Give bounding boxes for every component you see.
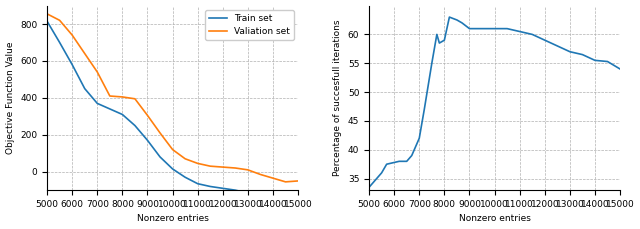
Y-axis label: Percentage of succesfull iterations: Percentage of succesfull iterations bbox=[333, 20, 342, 176]
Train set bbox=[81, 87, 88, 90]
Train set bbox=[93, 102, 101, 105]
Train set bbox=[294, 194, 302, 197]
Train set bbox=[206, 185, 214, 188]
Valiation set bbox=[68, 34, 76, 36]
Valiation set bbox=[294, 180, 302, 182]
Train set bbox=[44, 20, 51, 23]
X-axis label: Nonzero entries: Nonzero entries bbox=[137, 214, 209, 224]
Line: Train set: Train set bbox=[47, 21, 298, 199]
Legend: Train set, Valiation set: Train set, Valiation set bbox=[205, 10, 294, 40]
Train set bbox=[181, 176, 189, 179]
Train set bbox=[282, 197, 289, 200]
Valiation set bbox=[194, 162, 202, 165]
Valiation set bbox=[169, 148, 177, 151]
Valiation set bbox=[181, 157, 189, 160]
Valiation set bbox=[131, 97, 139, 100]
Train set bbox=[118, 113, 126, 116]
Valiation set bbox=[106, 95, 114, 97]
Valiation set bbox=[206, 165, 214, 168]
Y-axis label: Objective Function Value: Objective Function Value bbox=[6, 42, 15, 154]
Train set bbox=[56, 41, 63, 44]
Valiation set bbox=[81, 52, 88, 55]
Valiation set bbox=[156, 132, 164, 134]
Train set bbox=[169, 168, 177, 170]
Valiation set bbox=[219, 166, 227, 169]
Train set bbox=[131, 124, 139, 127]
Valiation set bbox=[282, 180, 289, 183]
Valiation set bbox=[44, 13, 51, 15]
Valiation set bbox=[232, 167, 239, 169]
Valiation set bbox=[244, 169, 252, 171]
Train set bbox=[143, 139, 151, 142]
X-axis label: Nonzero entries: Nonzero entries bbox=[459, 214, 531, 224]
Train set bbox=[257, 194, 264, 196]
Valiation set bbox=[143, 114, 151, 117]
Train set bbox=[219, 187, 227, 190]
Valiation set bbox=[118, 95, 126, 98]
Train set bbox=[106, 108, 114, 110]
Train set bbox=[269, 196, 277, 199]
Valiation set bbox=[56, 19, 63, 22]
Train set bbox=[194, 182, 202, 185]
Valiation set bbox=[93, 71, 101, 73]
Train set bbox=[68, 63, 76, 66]
Train set bbox=[156, 155, 164, 158]
Train set bbox=[232, 189, 239, 191]
Valiation set bbox=[257, 173, 264, 176]
Valiation set bbox=[269, 177, 277, 180]
Line: Valiation set: Valiation set bbox=[47, 14, 298, 182]
Train set bbox=[244, 192, 252, 194]
